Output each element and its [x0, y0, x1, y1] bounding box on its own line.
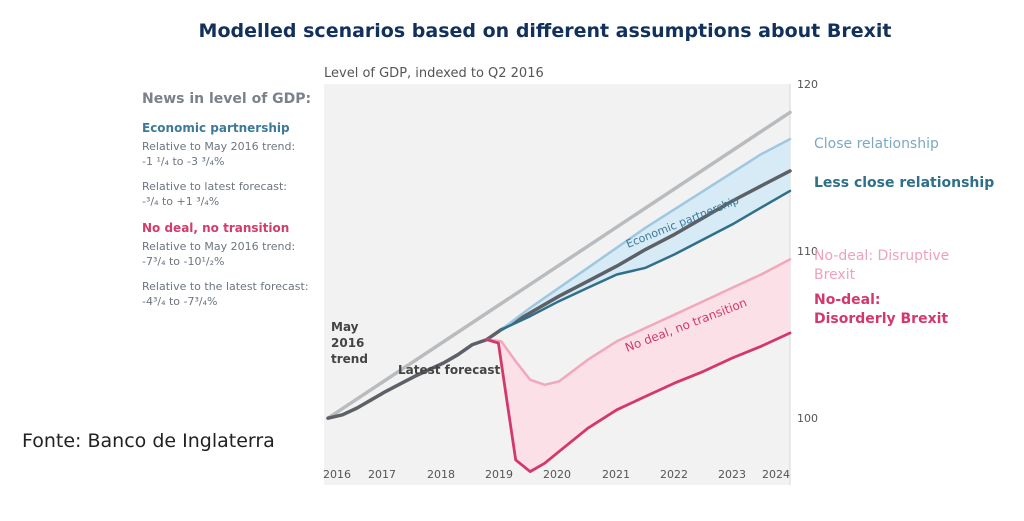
disorderly-brexit-line — [485, 331, 792, 473]
y-tick-label: 100 — [797, 412, 818, 425]
disorderly-brexit-label: No-deal: — [814, 292, 881, 308]
group-text: -³/₄ to +1 ³/₄% — [142, 195, 220, 208]
no-deal-band — [486, 259, 790, 472]
close-relationship-line — [500, 137, 792, 331]
group-text: Relative to May 2016 trend: — [142, 140, 296, 153]
group-text: Relative to the latest forecast: — [142, 280, 309, 293]
disorderly-brexit-label: Disorderly Brexit — [814, 311, 948, 327]
group-text: -7³/₄ to -10¹/₂% — [142, 255, 225, 268]
y-tick-label: 110 — [797, 245, 818, 258]
x-tick-label: 2019 — [485, 468, 513, 481]
group-text: -1 ¹/₄ to -3 ³/₄% — [142, 155, 225, 168]
group-no-deal: No deal, no transition Relative to May 2… — [142, 221, 332, 309]
x-tick-label: 2017 — [368, 468, 396, 481]
economic-partnership-band — [501, 139, 790, 330]
disruptive-brexit-label: Brexit — [814, 267, 856, 283]
x-tick-label: 2016 — [323, 468, 351, 481]
group-economic-partnership: Economic partnership Relative to May 201… — [142, 121, 332, 209]
source-note: Fonte: Banco de Inglaterra — [22, 430, 275, 452]
group-text: -4³/₄ to -7³/₄% — [142, 295, 218, 308]
disruptive-brexit-label: No-deal: Disruptive — [814, 248, 949, 264]
trend-annotation: trend — [331, 352, 368, 366]
x-tick-label: 2021 — [602, 468, 630, 481]
group-title: Economic partnership — [142, 121, 290, 135]
close-relationship-label: Close relationship — [814, 136, 939, 152]
sidebar-panel: News in level of GDP: Economic partnersh… — [142, 92, 332, 321]
trend-annotation: 2016 — [331, 336, 364, 350]
trend-annotation: May — [331, 320, 359, 334]
sidebar-heading: News in level of GDP: — [142, 91, 312, 107]
x-tick-label: 2024 — [762, 468, 790, 481]
group-title: No deal, no transition — [142, 221, 290, 235]
chart-subtitle: Level of GDP, indexed to Q2 2016 — [324, 66, 544, 81]
trend-line — [326, 110, 792, 420]
x-tick-label: 2018 — [427, 468, 455, 481]
x-tick-label: 2020 — [543, 468, 571, 481]
y-tick-label: 120 — [797, 78, 818, 91]
group-text: Relative to May 2016 trend: — [142, 240, 296, 253]
disruptive-brexit-line — [485, 258, 792, 387]
less-close-relationship-label: Less close relationship — [814, 175, 994, 191]
latest-forecast-annotation: Latest forecast — [398, 363, 501, 377]
x-tick-label: 2023 — [718, 468, 746, 481]
x-tick-label: 2022 — [660, 468, 688, 481]
less-close-relationship-line — [500, 189, 792, 331]
group-text: Relative to latest forecast: — [142, 180, 288, 193]
page-title: Modelled scenarios based on different as… — [198, 20, 892, 42]
